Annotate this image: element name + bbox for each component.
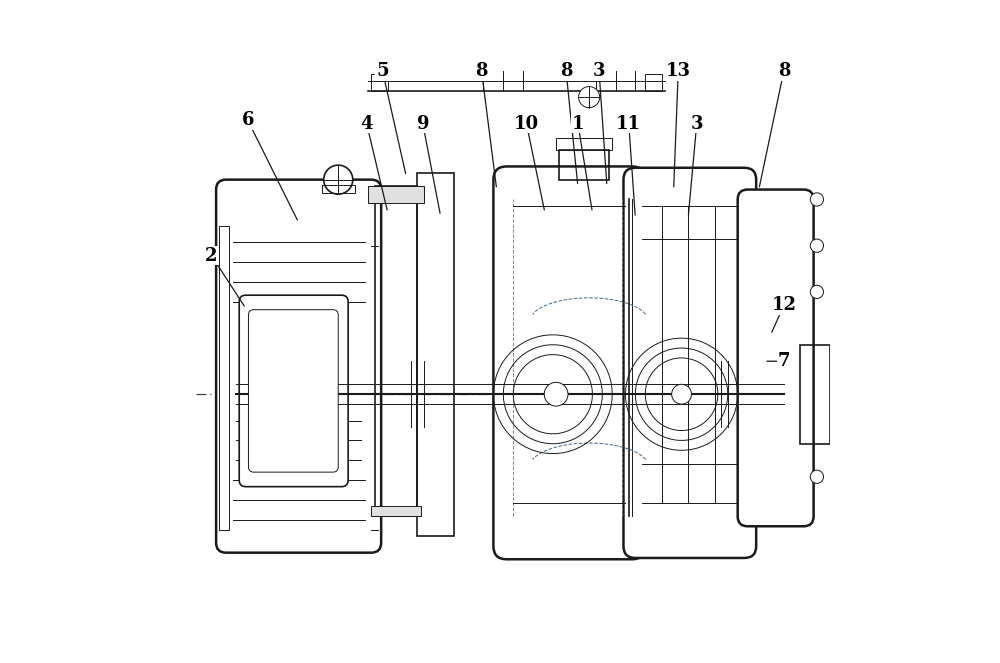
- Bar: [371, 507, 421, 516]
- Bar: [645, 74, 662, 91]
- Text: 3: 3: [593, 62, 605, 80]
- Bar: [417, 173, 454, 536]
- Text: 9: 9: [417, 115, 429, 133]
- Circle shape: [810, 470, 824, 483]
- Circle shape: [579, 87, 600, 107]
- Text: 1: 1: [572, 115, 584, 133]
- Circle shape: [324, 165, 353, 194]
- Circle shape: [672, 385, 691, 404]
- FancyBboxPatch shape: [248, 310, 338, 472]
- Circle shape: [810, 285, 824, 298]
- Bar: [322, 185, 355, 193]
- Text: 7: 7: [778, 352, 790, 370]
- Bar: [368, 186, 424, 203]
- Text: 8: 8: [475, 62, 488, 80]
- Text: 5: 5: [376, 62, 389, 80]
- Bar: [219, 226, 229, 530]
- Bar: [371, 74, 388, 91]
- FancyBboxPatch shape: [239, 295, 348, 487]
- Text: 13: 13: [666, 62, 691, 80]
- Text: 3: 3: [690, 115, 703, 133]
- Bar: [559, 150, 609, 180]
- Circle shape: [544, 383, 568, 406]
- Circle shape: [810, 193, 824, 206]
- Bar: [556, 138, 612, 150]
- Text: 8: 8: [560, 62, 572, 80]
- FancyBboxPatch shape: [493, 166, 645, 560]
- Text: 4: 4: [360, 115, 373, 133]
- Text: 8: 8: [778, 62, 790, 80]
- Bar: [800, 345, 830, 444]
- Text: 11: 11: [616, 115, 641, 133]
- Text: 6: 6: [242, 111, 254, 129]
- FancyBboxPatch shape: [738, 190, 814, 526]
- Text: 10: 10: [514, 115, 539, 133]
- Text: 2: 2: [205, 247, 218, 265]
- FancyBboxPatch shape: [623, 168, 756, 558]
- Circle shape: [810, 239, 824, 253]
- Text: 12: 12: [771, 296, 796, 314]
- FancyBboxPatch shape: [216, 180, 381, 553]
- Bar: [375, 186, 417, 516]
